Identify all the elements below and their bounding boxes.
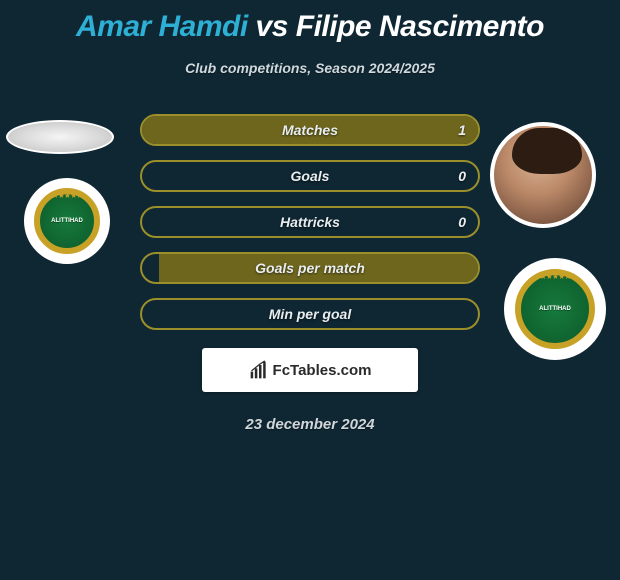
brand-box[interactable]: FcTables.com [202, 348, 418, 392]
player2-name: Filipe Nascimento [296, 10, 544, 43]
stat-row: Min per goal [140, 298, 480, 330]
stat-label: Goals per match [255, 260, 365, 276]
stat-row: Goals 0 [140, 160, 480, 192]
date-label: 23 december 2024 [0, 416, 620, 433]
player2-club-badge: ALITTIHAD [504, 258, 606, 360]
stat-row: Matches 1 [140, 114, 480, 146]
stat-row: Goals per match [140, 252, 480, 284]
club-crest-text: ALITTIHAD [539, 306, 571, 312]
stat-value-right: 0 [458, 214, 466, 230]
stat-label: Matches [282, 122, 338, 138]
stat-label: Hattricks [280, 214, 340, 230]
player1-name: Amar Hamdi [76, 10, 248, 43]
club-crest-text: ALITTIHAD [51, 218, 83, 224]
vs-label: vs [256, 10, 288, 43]
player2-avatar [490, 122, 596, 228]
brand-text: FcTables.com [273, 362, 372, 379]
player1-club-badge: ALITTIHAD [24, 178, 110, 264]
player1-avatar [6, 120, 114, 154]
page-title: Amar Hamdi vs Filipe Nascimento [0, 0, 620, 44]
chart-icon [249, 360, 269, 380]
stat-row: Hattricks 0 [140, 206, 480, 238]
stat-value-right: 0 [458, 168, 466, 184]
stat-label: Min per goal [269, 306, 351, 322]
subtitle: Club competitions, Season 2024/2025 [0, 60, 620, 76]
stat-label: Goals [291, 168, 330, 184]
stat-value-right: 1 [458, 122, 466, 138]
